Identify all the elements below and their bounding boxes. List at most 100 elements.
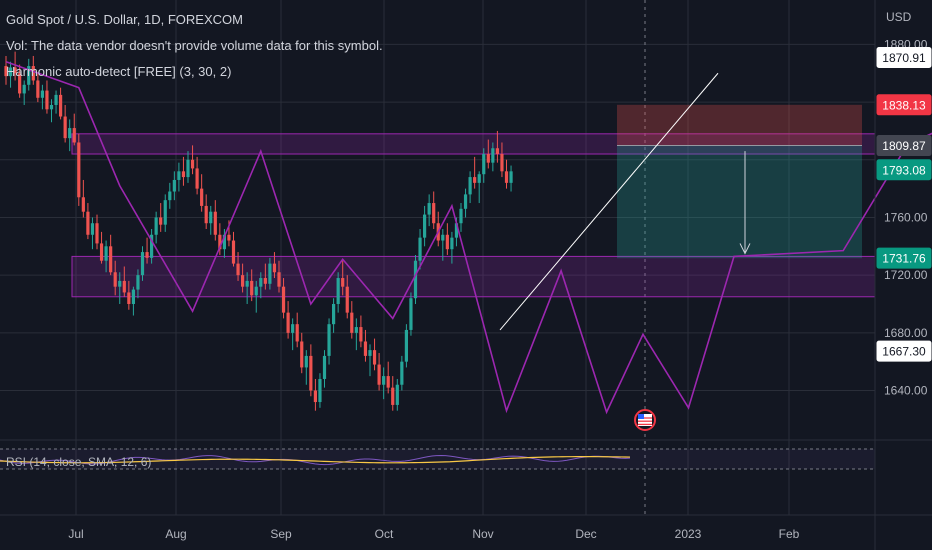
candle (327, 324, 331, 356)
price-label-text: 1838.13 (882, 98, 926, 112)
candle (186, 159, 190, 178)
candle (227, 234, 231, 241)
time-tick-label: Sep (270, 527, 292, 541)
flag-canton (638, 414, 644, 419)
candle (295, 324, 299, 342)
harmonic-pattern-layer (5, 60, 932, 415)
candle (268, 263, 272, 284)
price-label-text: 1809.87 (882, 139, 926, 153)
candle (63, 116, 67, 139)
zones-layer (71, 133, 876, 298)
candle (473, 177, 477, 183)
candle (109, 246, 113, 273)
candle (86, 211, 90, 235)
candle (140, 252, 145, 276)
price-label-gray[interactable] (876, 135, 932, 157)
candle (122, 280, 126, 293)
candle (486, 154, 490, 163)
candle (459, 208, 463, 224)
candle (372, 350, 377, 365)
candle (350, 312, 354, 333)
price-label-neutral[interactable] (876, 47, 932, 69)
candle (427, 203, 431, 215)
rsi-pane (0, 439, 932, 516)
candle (81, 197, 85, 212)
candle (304, 355, 308, 368)
take-profit-zone[interactable] (617, 145, 862, 259)
candle (118, 280, 122, 287)
price-tick-label: 1680.00 (884, 326, 928, 340)
candle (231, 240, 236, 264)
candle (245, 280, 249, 287)
candle (432, 203, 436, 224)
harmonic-zigzag (5, 60, 932, 415)
candle (241, 275, 245, 287)
candle (99, 243, 104, 261)
candle (463, 194, 468, 209)
rsi-legend[interactable]: RSI (14, close, SMA, 12, 6) (6, 455, 152, 469)
candle (8, 67, 13, 77)
candle (136, 275, 140, 290)
price-axis[interactable]: 1880.001760.001720.001680.001640.001870.… (874, 0, 932, 550)
candle (445, 234, 449, 250)
candle (18, 73, 22, 94)
candle (27, 66, 31, 85)
candle (4, 66, 8, 77)
candle (341, 278, 345, 287)
candle (423, 214, 427, 238)
candle (127, 292, 131, 304)
candle (13, 67, 17, 74)
candle (336, 278, 340, 304)
time-tick-label: Oct (375, 527, 394, 541)
candle (263, 278, 267, 284)
candle (72, 128, 76, 143)
candle (272, 263, 277, 273)
trendline-layer[interactable] (499, 72, 719, 331)
candle (213, 211, 217, 235)
candle (418, 237, 422, 261)
stop-loss-zone[interactable] (617, 104, 862, 146)
candle (345, 286, 349, 313)
candle (190, 159, 195, 169)
price-label-up[interactable] (876, 159, 932, 181)
short-position-tool[interactable] (617, 104, 862, 259)
candle (291, 324, 295, 333)
candle (477, 174, 481, 183)
currency-label: USD (886, 10, 912, 24)
candle (222, 234, 226, 250)
candle (313, 390, 317, 403)
candle (504, 171, 509, 183)
candle (31, 66, 35, 81)
candles-layer (4, 51, 513, 411)
chart-title[interactable]: Gold Spot / U.S. Dollar, 1D, FOREXCOM (6, 12, 243, 27)
candle (454, 223, 459, 238)
trendline[interactable] (499, 72, 719, 331)
candle (404, 329, 408, 362)
indicator-legend[interactable]: Harmonic auto-detect [FREE] (3, 30, 2) (6, 64, 232, 79)
candle (377, 364, 381, 385)
price-label-text: 1793.08 (882, 163, 926, 177)
candle (259, 278, 263, 287)
price-label-stop[interactable] (876, 94, 932, 116)
candle (154, 217, 158, 235)
chart-grid (0, 0, 875, 515)
candle (409, 298, 413, 330)
target-arrow-head (739, 243, 751, 255)
candle (218, 234, 222, 250)
candle (482, 154, 486, 175)
price-label-neutral[interactable] (876, 340, 932, 362)
time-axis[interactable]: Jul Aug Sep Oct Nov Dec 2023 Feb (68, 527, 799, 541)
candle (22, 84, 26, 94)
candle (77, 142, 81, 198)
time-tick-label: Jul (68, 527, 83, 541)
candle (45, 90, 49, 110)
rsi-ma-line (0, 456, 631, 464)
price-tick-label: 1640.00 (884, 384, 928, 398)
event-marker[interactable] (634, 409, 656, 431)
candle (90, 223, 95, 235)
price-label-text: 1667.30 (882, 345, 926, 359)
price-label-target[interactable] (876, 247, 932, 269)
candle (54, 94, 58, 105)
candle (200, 188, 204, 206)
